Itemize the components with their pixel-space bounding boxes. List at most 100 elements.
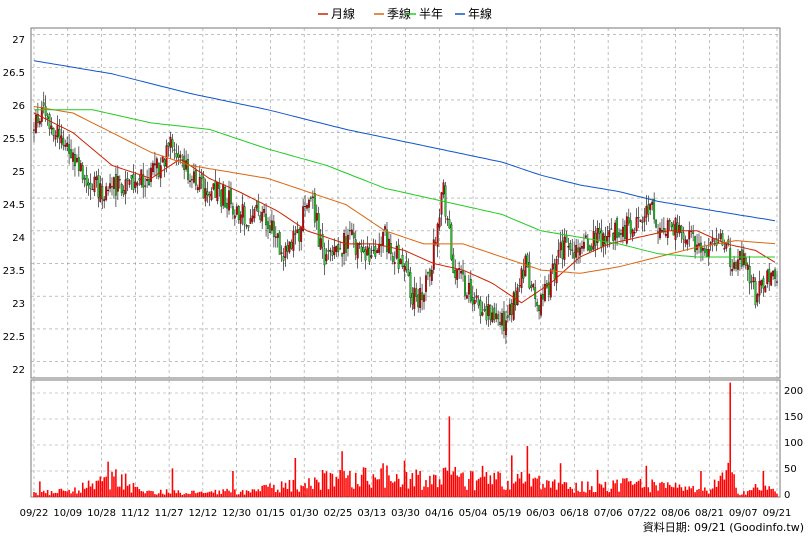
candle-body — [622, 226, 624, 237]
candle-body — [590, 246, 593, 250]
candle-body — [354, 239, 357, 255]
candle-body — [426, 272, 429, 274]
volume-bar — [624, 478, 626, 497]
volume-bar — [409, 478, 412, 497]
candle-body — [335, 245, 338, 252]
candle-body — [308, 199, 310, 208]
candle-body — [339, 248, 342, 250]
candle-body — [563, 236, 566, 260]
candle-body — [286, 244, 289, 252]
candle-body — [109, 183, 111, 189]
volume-bar — [546, 480, 548, 497]
volume-bar — [748, 490, 751, 497]
candle-body — [66, 142, 69, 147]
volume-bar — [58, 489, 61, 497]
candle-body — [192, 171, 195, 183]
candle-body — [518, 285, 521, 287]
candle-body — [368, 247, 371, 262]
volume-bar — [261, 485, 263, 497]
volume-bar — [158, 493, 160, 497]
candle-body — [140, 169, 143, 185]
candle-body — [692, 231, 695, 234]
candle-body — [40, 106, 43, 122]
volume-bar — [189, 493, 191, 497]
candle-body — [226, 203, 228, 209]
candle-body — [122, 190, 125, 195]
candle-body — [464, 275, 466, 296]
volume-bar — [138, 489, 141, 497]
moving-average-lines — [33, 60, 776, 304]
volume-bar — [530, 486, 533, 497]
volume-bar — [698, 488, 700, 497]
volume-bar — [604, 481, 607, 497]
candle-body — [208, 194, 211, 197]
volume-bar — [150, 490, 152, 497]
volume-bar — [142, 491, 144, 497]
volume-bar — [91, 483, 94, 497]
candle-body — [83, 177, 86, 180]
candle-body — [737, 259, 739, 270]
volume-bar — [222, 489, 224, 497]
volume-bar — [259, 491, 261, 497]
candle-body — [72, 152, 74, 162]
candle-body — [132, 174, 135, 190]
volume-bar — [602, 487, 605, 497]
volume-bar — [376, 479, 379, 497]
candle-body — [547, 282, 550, 295]
volume-bar — [676, 487, 679, 497]
candle-body — [220, 189, 223, 207]
candle-body — [623, 225, 626, 239]
volume-bar — [694, 492, 696, 497]
volume-bar — [341, 451, 343, 497]
volume-bar — [255, 491, 258, 497]
volume-bar — [134, 486, 137, 497]
candle-body — [434, 242, 437, 244]
candle-body — [698, 243, 700, 246]
candle-body — [637, 217, 640, 219]
volume-bar — [288, 479, 291, 497]
candle-body — [196, 187, 199, 191]
candle-body — [503, 311, 505, 331]
volume-bar — [198, 491, 201, 497]
candle-body — [366, 246, 369, 256]
volume-bar — [245, 490, 248, 497]
candle-body — [50, 125, 53, 130]
volume-bar — [606, 490, 609, 497]
candle-body — [58, 128, 61, 139]
candle-body — [134, 181, 137, 188]
price-grid — [31, 28, 780, 378]
candle-body — [362, 247, 365, 252]
candle-body — [442, 182, 445, 195]
volume-bar — [212, 492, 215, 497]
candle-body — [276, 233, 279, 238]
candle-body — [259, 215, 262, 220]
candle-body — [265, 213, 267, 226]
volume-bar — [592, 492, 595, 497]
candle-body — [103, 199, 106, 202]
volume-bar — [727, 462, 730, 497]
candle-body — [231, 206, 234, 215]
candle-body — [612, 233, 615, 241]
volume-bar — [509, 489, 511, 497]
volume-bar — [688, 486, 691, 497]
candle-body — [639, 219, 642, 222]
candle-body — [643, 216, 646, 222]
volume-bar — [612, 480, 614, 497]
legend-label-monthly: 月線 — [331, 6, 355, 21]
candle-body — [272, 221, 275, 237]
volume-bar — [390, 481, 392, 497]
volume-bar — [538, 475, 540, 497]
volume-bar — [97, 480, 100, 497]
date-tick-label: 06/03 — [526, 508, 555, 519]
volume-bar — [300, 485, 302, 497]
volume-tick: 200 — [784, 386, 803, 397]
volume-bar — [284, 482, 287, 497]
candle-body — [740, 249, 743, 267]
candle-body — [56, 125, 59, 137]
candle-body — [142, 174, 145, 188]
candle-body — [85, 175, 88, 186]
candle-body — [407, 269, 410, 276]
candle-body — [770, 272, 773, 286]
volume-bar — [475, 480, 478, 497]
volume-bar — [741, 494, 743, 497]
